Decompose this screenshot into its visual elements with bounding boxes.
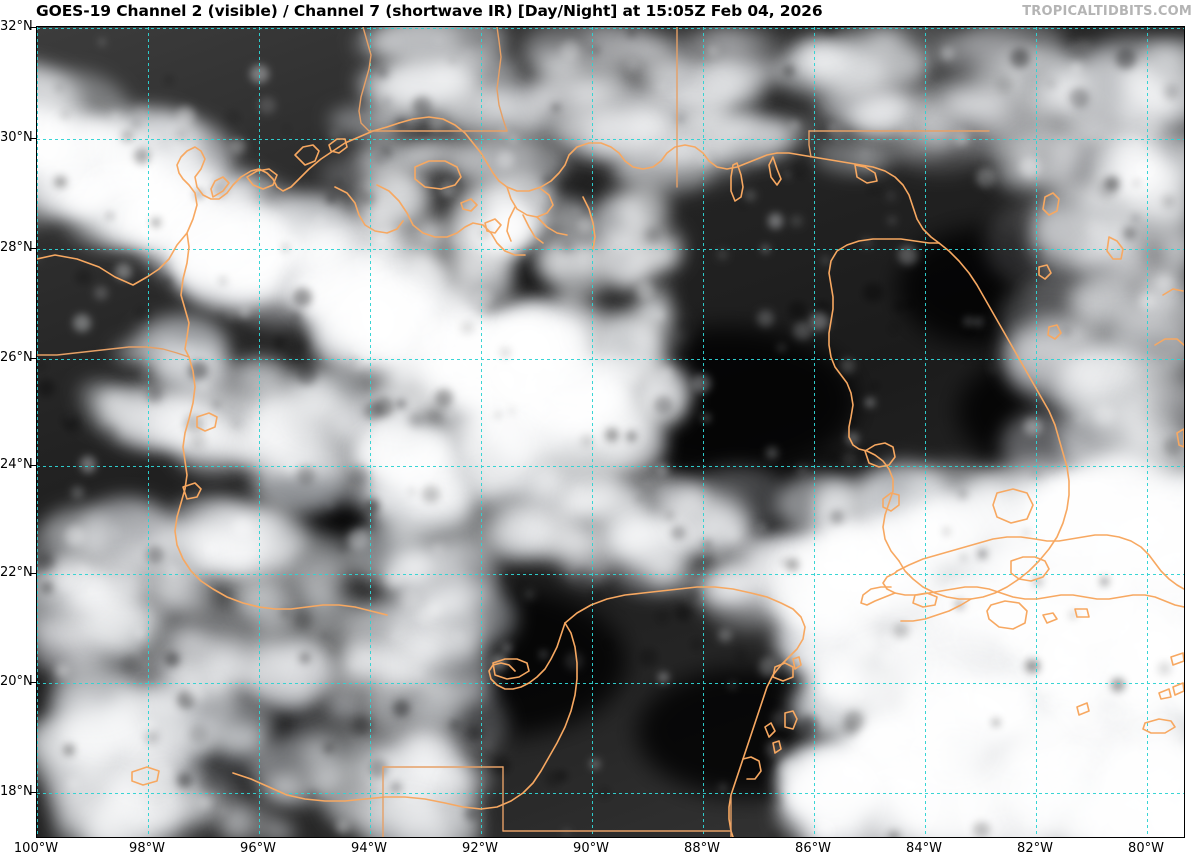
galveston-bay <box>294 144 320 166</box>
mobile-bay <box>730 162 744 202</box>
small-island-a <box>1170 652 1184 666</box>
state-border-ga-fl <box>808 130 812 158</box>
lake-pontchartrain <box>414 160 462 190</box>
louisiana-coastline <box>398 116 778 192</box>
x-tick-label: 84°W <box>906 841 942 856</box>
x-tick-label: 82°W <box>1017 841 1053 856</box>
header-bar: GOES-19 Channel 2 (visible) / Channel 7 … <box>0 0 1200 26</box>
bahamas-andros <box>1176 428 1184 448</box>
state-border-ms-river <box>496 27 508 132</box>
y-tick-mark <box>30 138 36 139</box>
mexico-lagoon-c <box>131 766 160 786</box>
cloud-band-segment <box>169 420 243 468</box>
marsh-lake-a <box>460 198 478 212</box>
isla-de-la-juventud <box>986 600 1028 630</box>
x-tick-label: 100°W <box>13 841 59 856</box>
lake-kissimmee <box>1038 264 1052 280</box>
y-tick-label: 22°N <box>0 565 33 580</box>
laguna-terminos <box>492 658 530 680</box>
x-tick-label: 98°W <box>129 841 165 856</box>
lake-okeechobee <box>992 488 1034 524</box>
x-tick-label: 90°W <box>573 841 609 856</box>
x-tick-label: 86°W <box>795 841 831 856</box>
x-tick-label: 88°W <box>684 841 720 856</box>
florida-inlet-a <box>1106 236 1124 260</box>
x-tick-label: 80°W <box>1128 841 1164 856</box>
x-tick-label: 94°W <box>351 841 387 856</box>
veracruz-tabasco-coast <box>232 622 578 810</box>
rio-grande-border <box>37 346 190 358</box>
bahamas-cay-a <box>1076 702 1090 716</box>
bahamas-bank-b <box>1162 288 1184 296</box>
convective-cloud <box>589 382 632 424</box>
y-tick-mark <box>30 358 36 359</box>
chandeleur-islands <box>582 196 596 250</box>
bahamas-bank-a <box>1154 338 1184 346</box>
grand-cayman <box>1142 718 1176 734</box>
sabine-lake <box>328 138 348 154</box>
laguna-madre-line <box>180 232 190 358</box>
texas-mexico-coastline <box>37 122 400 286</box>
convective-cloud <box>545 408 600 463</box>
florida-gulf-coast <box>828 238 940 562</box>
panhandle-coast <box>776 152 940 244</box>
isla-mujeres <box>792 656 802 670</box>
yucatan-west-coast <box>488 622 566 690</box>
y-tick-label: 32°N <box>0 19 33 34</box>
convective-cloud <box>552 321 591 360</box>
coastline-overlay <box>37 27 1184 837</box>
y-tick-label: 26°N <box>0 350 33 365</box>
y-tick-mark <box>30 27 36 28</box>
y-tick-label: 24°N <box>0 457 33 472</box>
belize-coast <box>742 756 762 780</box>
lake-apopka <box>1047 324 1062 340</box>
pensacola-bay <box>768 156 782 186</box>
cayman-brac <box>1172 682 1184 696</box>
convective-cloud <box>403 299 435 331</box>
y-tick-label: 30°N <box>0 130 33 145</box>
mexico-east-coast <box>174 356 388 616</box>
little-cayman <box>1158 688 1172 700</box>
mexico-lagoon-a <box>196 412 218 432</box>
convective-cloud <box>358 258 386 287</box>
map-canvas <box>37 27 1184 837</box>
satellite-map[interactable] <box>36 26 1185 838</box>
florida-peninsula <box>898 242 1070 600</box>
cuba-island <box>896 534 1184 590</box>
y-tick-mark <box>30 465 36 466</box>
x-tick-label: 96°W <box>240 841 276 856</box>
x-tick-label: 92°W <box>462 841 498 856</box>
delta-finger-b <box>536 216 568 236</box>
marsh-lake-b <box>484 218 502 234</box>
y-tick-mark <box>30 248 36 249</box>
y-tick-label: 20°N <box>0 674 33 689</box>
cloud-band-segment <box>239 271 282 302</box>
overcast-cloud <box>831 630 931 711</box>
cuba-cay-b <box>1074 608 1090 618</box>
convective-cloud <box>383 358 419 394</box>
louisiana-marsh-detail <box>376 184 526 256</box>
watermark-label: TROPICALTIDBITS.COM <box>1022 4 1192 19</box>
convective-cloud <box>558 289 578 309</box>
belize-cay-b <box>772 740 782 754</box>
y-tick-label: 28°N <box>0 240 33 255</box>
tampa-bay <box>864 442 896 468</box>
y-tick-mark <box>30 573 36 574</box>
belize-cay-a <box>764 722 776 738</box>
lake-george <box>1042 192 1060 216</box>
cozumel-island <box>784 710 798 730</box>
cuba-cay-a <box>1042 612 1058 624</box>
page-title: GOES-19 Channel 2 (visible) / Channel 7 … <box>36 2 823 20</box>
yucatan-peninsula <box>564 586 806 837</box>
delta-finger-c <box>506 206 516 242</box>
y-tick-mark <box>30 792 36 793</box>
y-tick-label: 18°N <box>0 784 33 799</box>
state-border-tx-la <box>358 27 372 132</box>
mexico-lagoon-b <box>182 482 202 500</box>
y-tick-mark <box>30 682 36 683</box>
